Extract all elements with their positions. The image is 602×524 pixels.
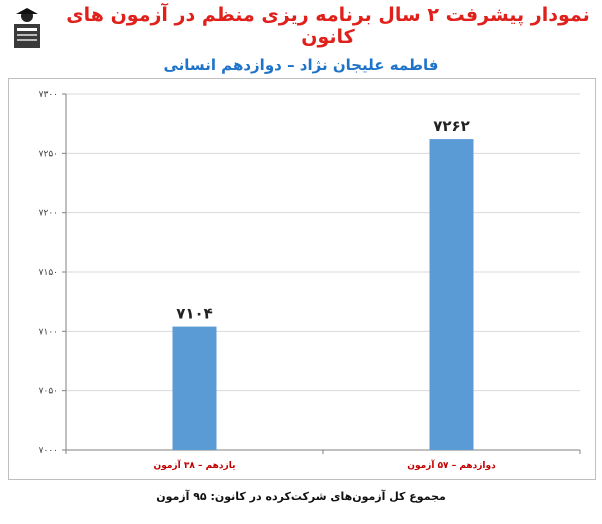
chart-title: نمودار پیشرفت ۲ سال برنامه ریزی منظم در …	[66, 4, 590, 48]
y-tick-label: ۷۰۰۰	[39, 446, 58, 456]
kanoon-logo-icon	[14, 8, 40, 48]
x-tick-label: دوازدهم – ۵۷ آزمون	[407, 459, 496, 471]
bar-chart: ۷۰۰۰ ۷۰۵۰ ۷۱۰۰ ۷۱۵۰ ۷۲۰۰ ۷۲۵۰ ۷۳۰۰ ۷۱۰۴ یازدهم –…	[39, 90, 581, 471]
y-tick-label: ۷۱۵۰	[39, 268, 58, 278]
bar	[429, 139, 474, 451]
y-tick-label: ۷۲۵۰	[39, 149, 58, 159]
data-label: ۷۲۶۲	[433, 117, 470, 135]
y-tick-label: ۷۰۵۰	[39, 387, 58, 397]
y-tick-label: ۷۲۰۰	[39, 209, 58, 219]
x-tick-label: یازدهم – ۳۸ آزمون	[154, 459, 236, 471]
chart-subtitle: فاطمه علیجان نژاد – دوازدهم انسانی	[163, 56, 439, 74]
y-tick-label: ۷۱۰۰	[39, 327, 58, 337]
data-label: ۷۱۰۴	[176, 305, 213, 323]
bar	[172, 326, 217, 450]
chart-area	[8, 78, 596, 480]
y-tick-label: ۷۳۰۰	[39, 90, 58, 100]
total-exams-note: مجموع کل آزمون‌های شرکت‌کرده در کانون: ۹…	[156, 490, 446, 503]
